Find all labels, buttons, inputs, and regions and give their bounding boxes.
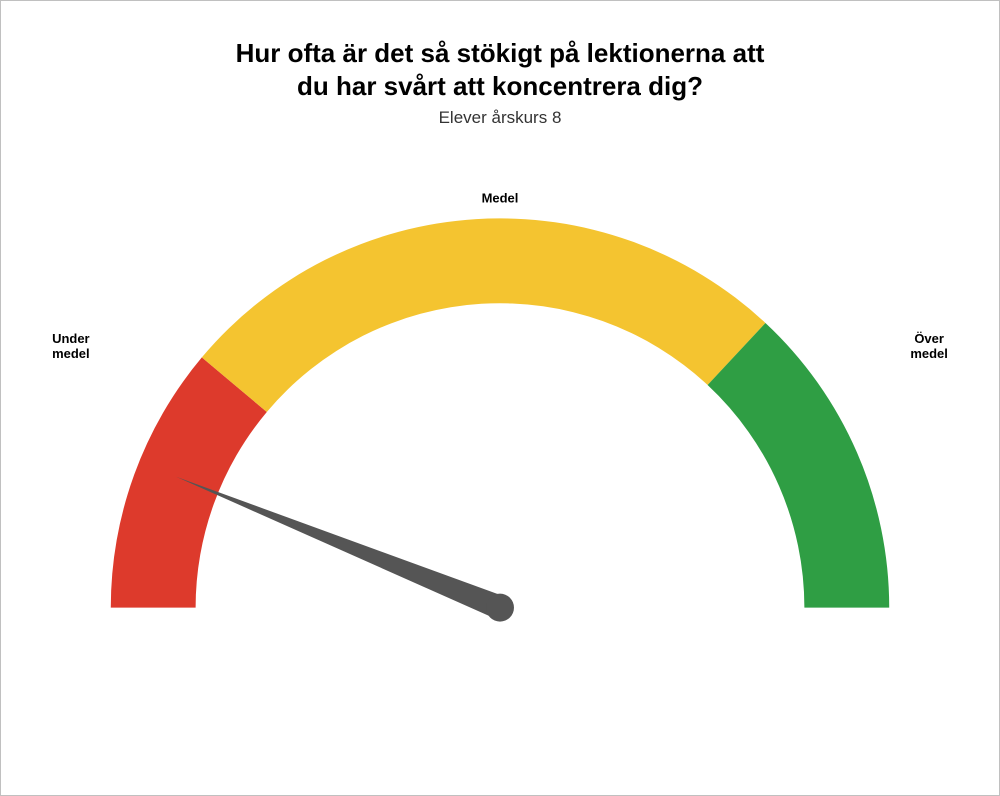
gauge-segment — [708, 323, 890, 608]
gauge-label: Övermedel — [910, 331, 947, 361]
gauge-svg: Undermedel Medel Övermedel — [1, 138, 999, 698]
gauge-chart: Undermedel Medel Övermedel — [1, 138, 999, 698]
title-line-2: du har svårt att koncentrera dig? — [297, 71, 703, 101]
gauge-needle — [176, 477, 504, 619]
gauge-segment — [111, 357, 267, 607]
gauge-hub — [486, 594, 514, 622]
title-line-1: Hur ofta är det så stökigt på lektionern… — [236, 38, 765, 68]
gauge-label: Undermedel — [52, 331, 89, 361]
chart-title: Hur ofta är det så stökigt på lektionern… — [61, 37, 939, 102]
chart-frame: Hur ofta är det så stökigt på lektionern… — [0, 0, 1000, 796]
chart-subtitle: Elever årskurs 8 — [1, 108, 999, 128]
gauge-segment — [202, 218, 766, 412]
gauge-label: Medel — [482, 190, 519, 205]
